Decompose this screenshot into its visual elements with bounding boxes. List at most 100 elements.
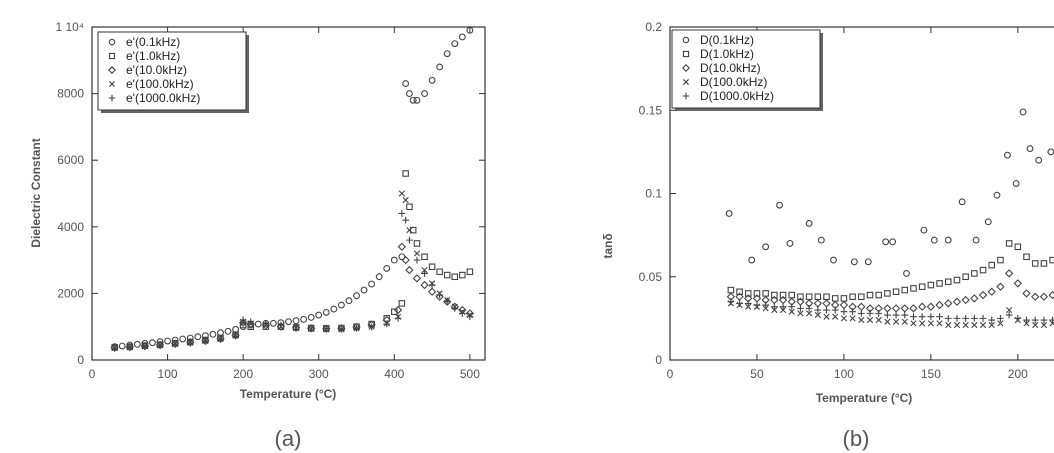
chart-b-point-4 [997, 314, 1004, 322]
chart-b-point-1 [849, 293, 856, 301]
chart-b-point-1 [1031, 260, 1039, 267]
chart-b-point-4 [883, 311, 891, 319]
chart-a-point-0 [209, 330, 217, 338]
chart-a-point-0 [436, 63, 444, 71]
chart-b-point-4 [744, 299, 752, 307]
chart-a-point-0 [164, 337, 172, 345]
chart-b-point-2 [961, 295, 970, 305]
chart-b-legend-entry: D(1.0kHz) [700, 47, 754, 61]
chart-a-point-4 [171, 340, 179, 348]
chart-a-point-0 [300, 315, 308, 323]
chart-b-point-1 [727, 286, 735, 294]
chart-a-point-0 [360, 286, 368, 294]
chart-b-point-3 [884, 318, 891, 325]
chart-b-point-1 [1014, 243, 1022, 251]
chart-b-point-0 [1003, 151, 1011, 159]
chart-a-point-4 [277, 321, 285, 329]
chart-b-point-4 [736, 299, 743, 307]
chart-a-point-0 [345, 297, 353, 305]
chart-b-point-2 [891, 304, 901, 313]
chart-b-point-4 [970, 314, 978, 322]
chart-b-point-2 [813, 299, 823, 308]
chart-a-point-4 [443, 298, 451, 306]
chart-b-point-4 [979, 314, 987, 322]
chart-b-point-4 [1031, 316, 1039, 324]
chart-b-y-tick-label: 0.05 [639, 270, 663, 284]
chart-b-y-tick-label: 0.15 [639, 103, 663, 117]
chart-b-point-2 [883, 304, 892, 313]
chart-b-point-0 [817, 236, 825, 244]
chart-a-y-tick-label: 6000 [57, 153, 84, 167]
chart-b-point-4 [762, 301, 770, 309]
chart-b-point-0 [830, 256, 837, 264]
chart-b-point-3 [901, 318, 908, 325]
chart-b-point-3 [945, 321, 952, 329]
chart-b-point-1 [779, 291, 787, 299]
chart-b-point-2 [944, 299, 953, 308]
chart-a-point-0 [307, 313, 315, 321]
chart-a-point-2 [246, 319, 255, 329]
chart-b-x-tick-label: 150 [921, 367, 941, 381]
chart-a-point-0 [451, 40, 459, 48]
chart-a-legend-entry: e'(0.1kHz) [126, 35, 180, 49]
chart-a-legend-entry: e'(100.0kHz) [126, 77, 194, 91]
chart-b-point-1 [1040, 260, 1048, 267]
chart-a-point-1 [398, 300, 406, 307]
chart-a-point-0 [224, 327, 232, 335]
chart-a-point-0 [133, 340, 141, 348]
chart-a-point-4 [217, 335, 224, 343]
chart-b-point-4 [779, 303, 787, 311]
chart-b-legend-entry: D(0.1kHz) [700, 33, 754, 47]
chart-b-point-3 [823, 313, 830, 320]
chart-b-point-0 [958, 198, 966, 206]
chart-a-point-4 [126, 344, 134, 352]
chart-b-point-0 [920, 226, 928, 234]
chart-b-point-3 [910, 320, 917, 327]
chart-b-y-tick-label: 0 [655, 353, 662, 367]
chart-b-y-axis-title: tanδ [601, 233, 615, 258]
chart-a-point-4 [368, 323, 376, 331]
chart-a-point-0 [390, 256, 398, 264]
chart-b-point-0 [944, 236, 952, 244]
chart-b-point-3 [814, 311, 821, 319]
chart-b-point-3 [849, 315, 856, 322]
chart-b-ticks: 0 50 100 150 200 0 0.05 0.1 0.15 0.2 [639, 20, 1029, 381]
chart-b-point-4 [840, 308, 848, 316]
chart-a-marks [110, 26, 475, 352]
chart-b-legend-marker [682, 36, 690, 44]
chart-b-point-1 [901, 286, 909, 294]
chart-a: 0 100 200 300 400 500 0 2000 4000 6000 8000 1 10⁴ T… [29, 20, 486, 451]
chart-b-y-tick-label: 0.1 [645, 187, 662, 201]
chart-b-point-1 [823, 293, 830, 301]
chart-b-point-4 [936, 313, 943, 321]
chart-b-legend: D(0.1kHz)D(1.0kHz)D(10.0kHz)D(100.0kHz)D… [671, 29, 823, 111]
chart-b-point-1 [997, 256, 1004, 264]
chart-b-point-4 [857, 309, 865, 317]
chart-b-point-4 [805, 304, 813, 312]
chart-b-x-tick-label: 0 [667, 367, 674, 381]
chart-b-point-3 [1040, 321, 1048, 329]
chart-a-point-4 [322, 325, 330, 333]
chart-b-point-4 [753, 301, 761, 309]
chart-b-legend-entry: D(10.0kHz) [700, 61, 761, 75]
chart-a-point-0 [368, 280, 376, 288]
chart-b-point-3 [979, 321, 987, 329]
chart-a-y-axis-title: Dielectric Constant [29, 138, 43, 247]
chart-b-legend-entry: D(100.0kHz) [700, 75, 767, 89]
chart-b-point-1 [753, 290, 761, 297]
chart-a-legend: e'(0.1kHz)e'(1.0kHz)e'(10.0kHz)e'(100.0k… [97, 31, 249, 113]
chart-a-point-4 [232, 332, 239, 340]
chart-a-y-tick-label: 1 10⁴ [55, 20, 84, 34]
chart-a-point-4 [201, 337, 209, 345]
chart-b-point-3 [806, 310, 813, 317]
chart-b-point-1 [1049, 256, 1054, 264]
chart-b-point-1 [1005, 240, 1013, 247]
chart-b-point-1 [744, 290, 752, 297]
chart-a-point-2 [420, 280, 429, 290]
chart-b-point-4 [866, 309, 874, 317]
chart-b-point-3 [875, 316, 882, 324]
chart-a-point-4 [262, 319, 270, 327]
chart-a-x-tick-label: 300 [309, 367, 329, 381]
chart-b-point-4 [918, 313, 926, 321]
chart-a-point-2 [405, 265, 414, 275]
